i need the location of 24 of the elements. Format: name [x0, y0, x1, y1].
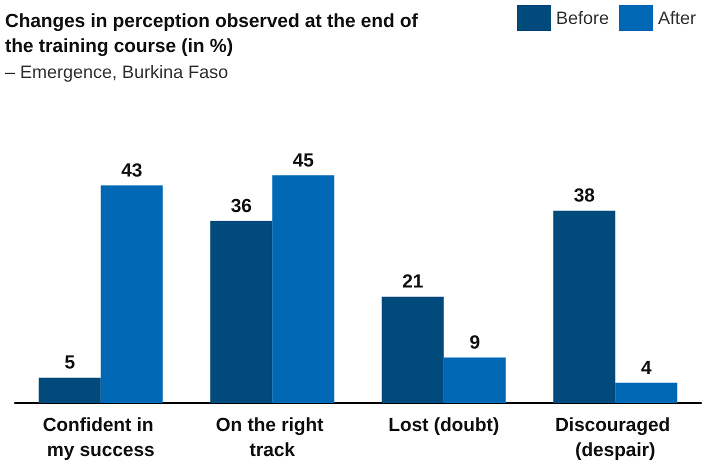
data-label: 9 — [469, 332, 480, 354]
chart-subtitle: – Emergence, Burkina Faso — [5, 62, 228, 82]
bar — [444, 357, 506, 403]
data-label: 45 — [292, 150, 314, 172]
data-label: 36 — [230, 196, 252, 217]
bar — [553, 210, 616, 403]
chart-title: Changes in perception observed at the end of the training course (in %) — [5, 11, 424, 57]
data-label: 4 — [640, 358, 652, 379]
x-tick-label: On the right track — [216, 415, 329, 461]
legend-label: Before — [556, 8, 609, 28]
x-tick-label: Confident in my success — [42, 415, 159, 461]
data-label: 38 — [574, 186, 595, 207]
x-tick-label: Lost (doubt) — [388, 415, 500, 436]
data-label: 21 — [402, 272, 424, 293]
bar — [615, 382, 678, 403]
bar — [38, 378, 101, 403]
data-label: 43 — [121, 160, 142, 182]
data-label: 5 — [64, 352, 76, 374]
bar — [100, 185, 163, 403]
bar — [210, 220, 272, 403]
bar — [382, 296, 444, 403]
x-tick-label: Discouraged (despair) — [555, 415, 676, 461]
bar — [272, 175, 334, 403]
legend-label: After — [658, 8, 696, 28]
